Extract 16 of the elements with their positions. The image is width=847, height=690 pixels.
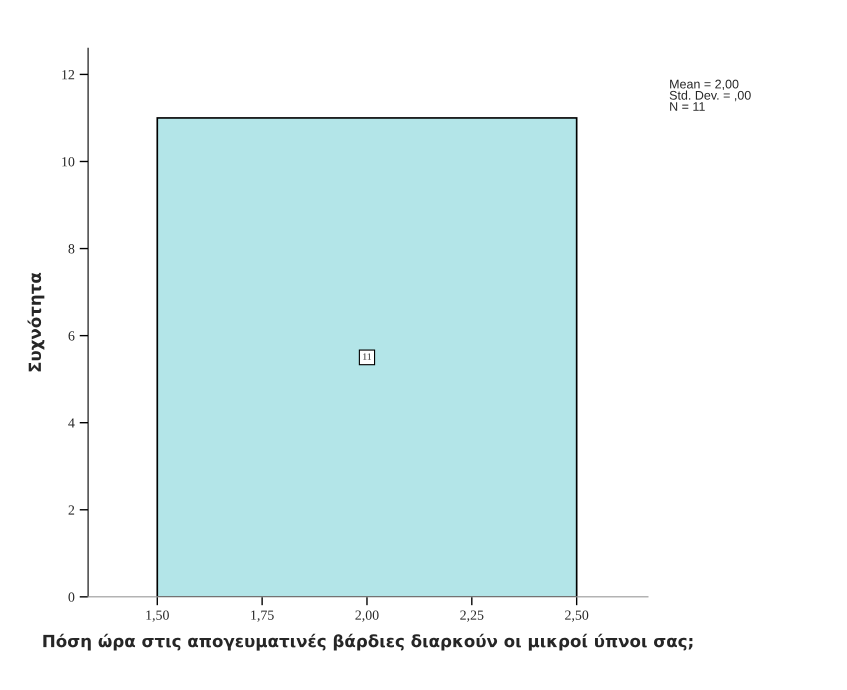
y-tick-label: 10 — [62, 157, 74, 166]
x-tick-label: 1,75 — [251, 610, 274, 622]
y-tick-label: 4 — [68, 418, 75, 428]
x-axis-title: Πόση ώρα στις απογευματινές βάρδιες διαρκούν οι μικροί ύπνοι σας; — [43, 634, 692, 651]
x-tick-label: 2,50 — [565, 610, 588, 622]
y-tick-label: 6 — [68, 331, 74, 341]
x-tick-label: 2,00 — [355, 610, 379, 622]
y-tick-label: 0 — [68, 592, 74, 602]
text: Mean = 2,00 Std. Dev. = ,00 N = 11 — [670, 80, 751, 111]
y-tick-label: 12 — [62, 70, 74, 80]
x-tick-label: 1,50 — [146, 610, 169, 622]
y-tick-label: 8 — [68, 244, 74, 254]
y-tick-label: 2 — [68, 505, 74, 515]
y-axis-title: Συχνότητα — [28, 272, 44, 372]
x-tick-label: 2,25 — [460, 610, 484, 622]
data-label: 11 — [363, 353, 372, 360]
